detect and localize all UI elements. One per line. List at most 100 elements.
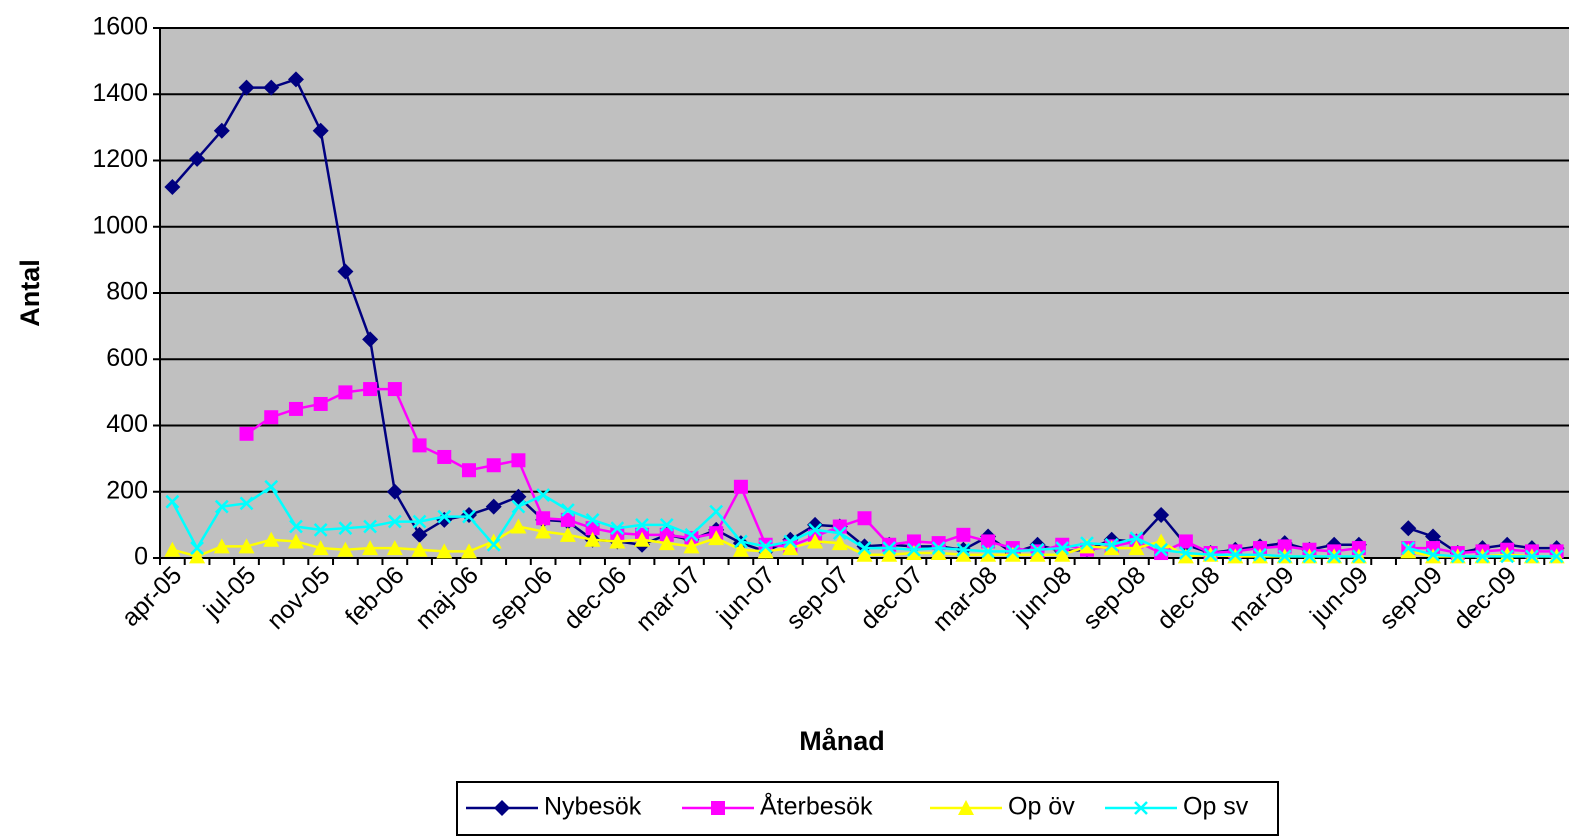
marker — [1327, 549, 1342, 564]
x-tick-label: mar-08 — [927, 561, 1003, 637]
marker — [1078, 538, 1095, 554]
marker — [1203, 547, 1218, 562]
marker — [956, 527, 971, 542]
marker — [1129, 531, 1144, 546]
marker — [362, 331, 379, 348]
marker — [733, 479, 748, 494]
x-tick-label: jun-07 — [711, 561, 781, 631]
marker — [362, 540, 379, 556]
y-tick-label: 800 — [106, 278, 148, 306]
marker — [412, 438, 427, 453]
marker — [289, 519, 303, 534]
marker — [659, 527, 674, 542]
y-tick-label: 200 — [106, 476, 148, 504]
marker — [1004, 546, 1021, 562]
marker — [461, 463, 476, 478]
marker — [460, 543, 477, 559]
marker — [1005, 544, 1020, 559]
marker — [386, 540, 403, 556]
marker — [831, 535, 848, 551]
x-tick-label: dec-09 — [1448, 561, 1522, 635]
legend-label: Op öv — [1008, 793, 1075, 821]
marker — [1499, 546, 1516, 562]
marker — [1400, 543, 1417, 559]
marker — [486, 537, 501, 552]
marker — [337, 263, 354, 280]
marker — [535, 523, 552, 539]
marker — [757, 543, 774, 559]
marker — [1475, 549, 1490, 564]
marker — [1549, 549, 1564, 564]
marker — [494, 800, 510, 816]
marker — [511, 499, 526, 514]
x-tick-label: sep-09 — [1374, 561, 1448, 635]
marker — [264, 410, 279, 425]
marker — [1277, 549, 1292, 564]
marker — [436, 543, 453, 559]
marker — [659, 517, 674, 532]
marker — [1302, 549, 1317, 564]
marker — [312, 122, 329, 139]
marker — [1426, 547, 1440, 562]
marker — [189, 150, 206, 167]
marker — [609, 533, 626, 549]
marker — [1352, 549, 1366, 564]
marker — [1055, 541, 1070, 555]
marker — [363, 519, 377, 534]
x-tick-label: sep-08 — [1077, 561, 1151, 635]
marker — [807, 533, 824, 549]
x-tick-label: maj-06 — [410, 561, 484, 635]
marker — [1080, 536, 1094, 550]
marker — [239, 496, 254, 511]
x-tick-label: apr-05 — [116, 561, 187, 632]
marker — [1029, 546, 1046, 562]
marker — [1228, 547, 1243, 562]
marker — [338, 385, 353, 400]
marker — [1177, 548, 1194, 564]
marker — [882, 541, 897, 555]
marker — [684, 527, 699, 542]
marker — [213, 122, 230, 139]
marker — [213, 538, 230, 554]
y-tick-label: 1200 — [92, 145, 148, 173]
marker — [856, 546, 873, 562]
marker — [881, 546, 898, 562]
marker — [1103, 540, 1120, 556]
marker — [782, 540, 799, 556]
marker — [585, 513, 600, 527]
x-tick-label: mar-09 — [1224, 561, 1300, 637]
x-tick-label: dec-06 — [558, 561, 632, 635]
legend-label: Op sv — [1183, 793, 1249, 821]
marker — [536, 488, 551, 502]
marker — [313, 396, 328, 411]
marker — [288, 401, 303, 416]
marker — [1153, 506, 1170, 523]
marker — [263, 531, 280, 547]
marker — [462, 509, 476, 524]
marker — [732, 541, 749, 557]
marker — [610, 521, 625, 536]
marker — [387, 382, 402, 397]
marker — [981, 544, 995, 559]
marker — [610, 526, 625, 541]
marker — [536, 511, 551, 526]
marker — [437, 449, 452, 464]
marker — [1178, 546, 1193, 560]
marker — [511, 453, 526, 468]
marker — [708, 530, 725, 546]
marker — [930, 545, 947, 561]
marker — [905, 545, 922, 561]
marker — [857, 541, 872, 555]
marker — [981, 534, 996, 549]
marker — [189, 548, 206, 564]
marker — [958, 800, 974, 815]
marker — [1400, 520, 1417, 537]
y-tick-label: 400 — [106, 410, 148, 438]
y-axis-title: Antal — [15, 259, 45, 327]
marker — [485, 498, 502, 515]
marker — [709, 504, 724, 519]
x-tick-label: dec-07 — [855, 561, 929, 635]
x-tick-label: jun-08 — [1008, 561, 1078, 631]
x-tick-label: sep-07 — [781, 561, 855, 635]
